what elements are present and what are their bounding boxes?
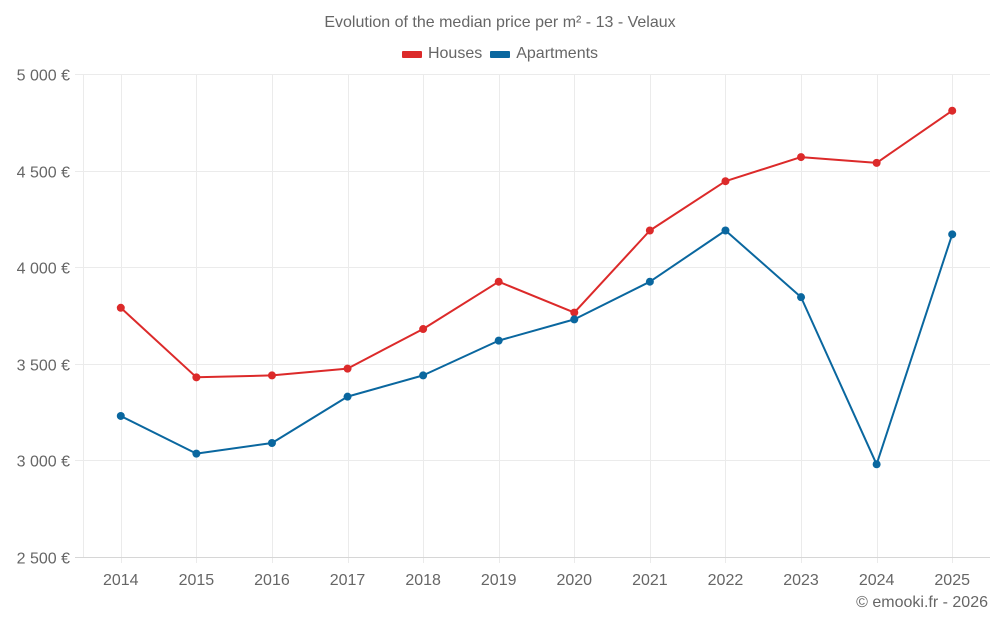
- legend-item-houses[interactable]: Houses: [401, 45, 483, 63]
- copyright-credit: © emooki.fr - 2026: [856, 594, 988, 611]
- y-tick-label: 2 500 €: [17, 551, 70, 568]
- y-tick-label: 5 000 €: [17, 68, 70, 85]
- legend: Houses Apartments: [0, 45, 1000, 63]
- x-tick-label: 2018: [405, 572, 441, 589]
- y-tick-label: 4 000 €: [17, 261, 70, 278]
- chart-title: Evolution of the median price per m² - 1…: [324, 14, 676, 31]
- x-axis: 2014 2015 2016 2017 2018 2019 2020 2021 2022 2023…: [103, 572, 970, 589]
- data-point-apartments[interactable]: [570, 315, 579, 324]
- data-point-houses[interactable]: [797, 153, 806, 162]
- vertical-gridlines: [83, 74, 953, 563]
- x-tick-label: 2016: [254, 572, 290, 589]
- data-point-houses[interactable]: [267, 371, 276, 380]
- data-point-apartments[interactable]: [797, 293, 806, 302]
- y-axis: 2 500 € 3 000 € 3 500 € 4 000 € 4 500 € 5 000…: [17, 68, 70, 568]
- data-point-apartments[interactable]: [872, 460, 881, 469]
- legend-label-houses: Houses: [427, 45, 483, 62]
- y-tick-label: 3 000 €: [17, 454, 70, 471]
- data-point-houses[interactable]: [721, 177, 730, 186]
- series-houses: [116, 106, 957, 382]
- series-line-houses: [120, 109, 953, 379]
- data-point-apartments[interactable]: [343, 392, 352, 401]
- data-point-apartments[interactable]: [267, 439, 276, 448]
- data-point-houses[interactable]: [872, 158, 881, 167]
- data-point-apartments[interactable]: [419, 371, 428, 380]
- legend-swatch-houses: [401, 50, 422, 58]
- data-point-apartments[interactable]: [494, 336, 503, 345]
- data-point-houses[interactable]: [419, 325, 428, 334]
- series-line-apartments: [120, 229, 954, 466]
- legend-swatch-apartments: [490, 50, 511, 58]
- x-tick-label: 2019: [481, 572, 517, 589]
- data-point-houses[interactable]: [948, 106, 957, 115]
- x-tick-label: 2015: [179, 572, 215, 589]
- series-group: [116, 106, 957, 469]
- data-point-houses[interactable]: [645, 226, 654, 235]
- y-tick-label: 3 500 €: [17, 358, 70, 375]
- x-tick-label: 2014: [103, 572, 139, 589]
- data-point-houses[interactable]: [494, 277, 503, 286]
- horizontal-gridlines: [75, 74, 990, 558]
- x-tick-label: 2025: [934, 572, 970, 589]
- x-tick-label: 2024: [859, 572, 895, 589]
- data-point-apartments[interactable]: [721, 226, 730, 235]
- data-point-apartments[interactable]: [192, 449, 201, 458]
- data-point-houses[interactable]: [116, 303, 125, 312]
- data-point-houses[interactable]: [570, 308, 579, 317]
- x-tick-label: 2022: [708, 572, 744, 589]
- x-tick-label: 2020: [556, 572, 592, 589]
- x-tick-label: 2017: [330, 572, 366, 589]
- y-tick-label: 4 500 €: [17, 165, 70, 182]
- x-tick-label: 2021: [632, 572, 668, 589]
- data-point-apartments[interactable]: [948, 230, 957, 239]
- data-point-houses[interactable]: [343, 364, 352, 373]
- data-point-apartments[interactable]: [116, 411, 125, 420]
- data-point-apartments[interactable]: [645, 277, 654, 286]
- x-tick-label: 2023: [783, 572, 819, 589]
- legend-item-apartments[interactable]: Apartments: [490, 45, 598, 63]
- series-apartments: [116, 226, 957, 469]
- legend-label-apartments: Apartments: [516, 45, 599, 62]
- data-point-houses[interactable]: [192, 373, 201, 382]
